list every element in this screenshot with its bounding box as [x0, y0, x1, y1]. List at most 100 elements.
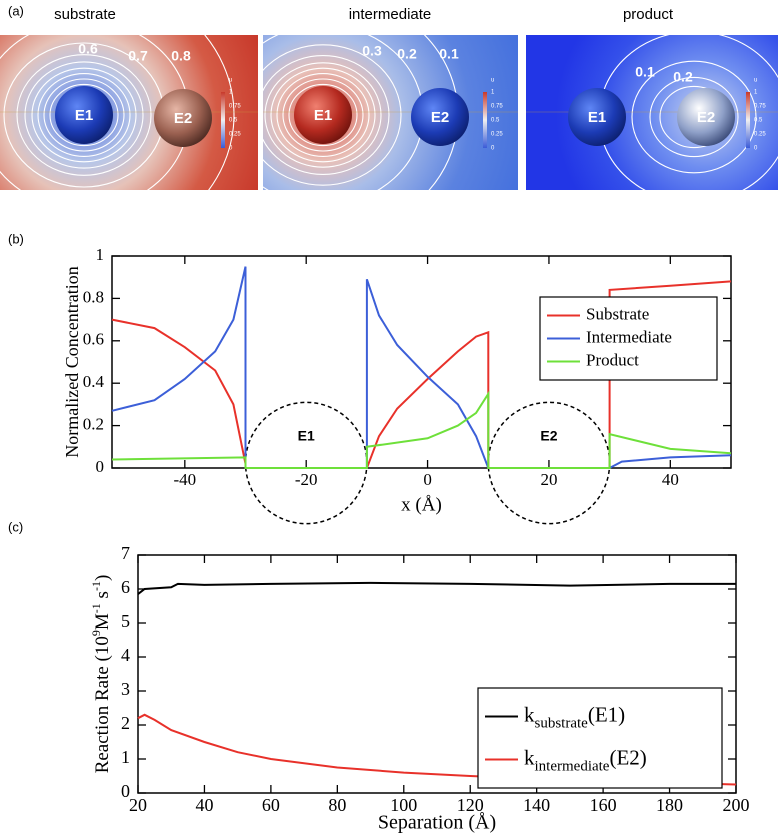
contour	[631, 60, 757, 174]
x-axis-label: x (Å)	[401, 494, 442, 515]
map-title: intermediate	[349, 6, 432, 23]
y-tick-label: 4	[121, 645, 130, 665]
legend-label-part: intermediate	[535, 759, 610, 775]
y-tick-label: 0.2	[83, 415, 104, 434]
y-tick-label: 3	[121, 679, 130, 699]
x-axis-label: Separation (Å)	[378, 812, 496, 834]
colorbar	[746, 92, 750, 148]
legend-label: Substrate	[586, 304, 649, 323]
contour-label: 0.1	[439, 46, 459, 62]
x-tick-label: -20	[295, 470, 318, 489]
x-tick-label: 200	[723, 795, 750, 815]
y-axis-label: Normalized Concentration	[62, 266, 82, 457]
legend-label: kintermediate(E2)	[524, 745, 647, 775]
x-tick-label: 80	[328, 795, 346, 815]
colorbar-title: u	[491, 78, 494, 84]
contour-label: 0.7	[128, 48, 148, 64]
contour	[24, 61, 144, 169]
x-tick-label: -40	[173, 470, 196, 489]
enzyme-sphere	[568, 88, 626, 146]
legend-label-part: (E1)	[588, 702, 625, 726]
colorbar-tick-label: 0.75	[229, 104, 241, 110]
y-tick-label: 1	[96, 245, 105, 264]
x-tick-label: 180	[656, 795, 683, 815]
contour	[282, 78, 364, 152]
colorbar-tick-label: 0.5	[229, 118, 238, 124]
colorbar-tick-label: 0.5	[491, 118, 500, 124]
y-tick-label: 1	[121, 747, 130, 767]
contour-label: 0.8	[171, 48, 191, 64]
legend-label: Product	[586, 350, 639, 369]
contour	[263, 55, 390, 175]
contour	[37, 73, 131, 157]
enzyme-sphere	[411, 88, 469, 146]
contour-label: 0.1	[635, 64, 655, 80]
x-tick-label: 120	[457, 795, 484, 815]
y-axis-label: Reaction Rate (109M-1 s-1)	[89, 575, 114, 774]
colorbar-tick-label: 0.25	[229, 132, 241, 138]
sphere-label: E1	[314, 107, 332, 124]
legend-label-part: (E2)	[609, 745, 646, 769]
colorbar	[221, 92, 225, 148]
x-tick-label: 100	[390, 795, 417, 815]
colorbar-tick-label: 1	[229, 90, 233, 96]
plot-frame	[137, 554, 737, 794]
colorbar-tick-label: 0	[491, 146, 495, 152]
legend-label: Intermediate	[586, 327, 672, 346]
contour	[263, 44, 402, 186]
heatmap	[0, 35, 258, 190]
enzyme-sphere	[677, 88, 735, 146]
x-tick-label: 40	[195, 795, 213, 815]
plot-frame	[111, 255, 732, 469]
colorbar-tick-label: 0.75	[491, 104, 503, 110]
contour-label: 0.2	[397, 46, 417, 62]
legend-label-part: substrate	[535, 716, 589, 732]
enzyme-label: E2	[540, 428, 557, 444]
colorbar-tick-label: 0	[229, 146, 233, 152]
y-axis-label-part: )	[92, 575, 113, 581]
contour	[288, 83, 358, 147]
y-tick-label: 0	[121, 781, 130, 801]
colorbar-tick-label: 0.25	[491, 132, 503, 138]
panel-label: (c)	[8, 519, 23, 534]
colorbar-tick-label: 0.75	[754, 104, 766, 110]
y-axis-label-part: Reaction Rate (10	[92, 636, 113, 773]
contour-label: 0.6	[78, 41, 98, 57]
y-tick-label: 7	[121, 543, 130, 563]
y-tick-label: 0.6	[83, 330, 104, 349]
y-tick-label: 5	[121, 611, 130, 631]
contour-label: 0.3	[362, 43, 382, 59]
y-axis-label-part: 9	[89, 630, 103, 636]
sphere-label: E2	[431, 109, 449, 126]
sphere-label: E1	[75, 107, 93, 124]
sphere-label: E2	[697, 109, 715, 126]
contour	[204, 35, 235, 190]
contour	[16, 54, 152, 176]
series-line	[137, 581, 736, 595]
y-tick-label: 0	[96, 457, 105, 476]
y-axis-label-part: M	[92, 613, 113, 630]
colorbar-title: u	[754, 78, 757, 84]
panel-label: (a)	[8, 3, 24, 18]
y-axis-label-part: -1	[89, 581, 103, 591]
colorbar-tick-label: 0.5	[754, 118, 763, 124]
sphere-label: E1	[588, 109, 606, 126]
colorbar-tick-label: 1	[754, 90, 758, 96]
contour	[49, 83, 119, 147]
colorbar	[483, 92, 487, 148]
colorbar-tick-label: 1	[491, 90, 495, 96]
colorbar-tick-label: 0	[754, 146, 758, 152]
panel-label: (b)	[8, 231, 24, 246]
enzyme-label: E1	[298, 428, 315, 444]
y-tick-label: 2	[121, 713, 130, 733]
contour	[43, 78, 125, 152]
x-tick-label: 40	[662, 470, 679, 489]
colorbar-tick-label: 0.25	[754, 132, 766, 138]
legend-label: ksubstrate(E1)	[524, 702, 625, 732]
map-title: product	[623, 6, 674, 23]
x-tick-label: 0	[423, 470, 432, 489]
contour	[276, 73, 370, 157]
contour	[31, 67, 137, 163]
x-tick-label: 20	[129, 795, 147, 815]
